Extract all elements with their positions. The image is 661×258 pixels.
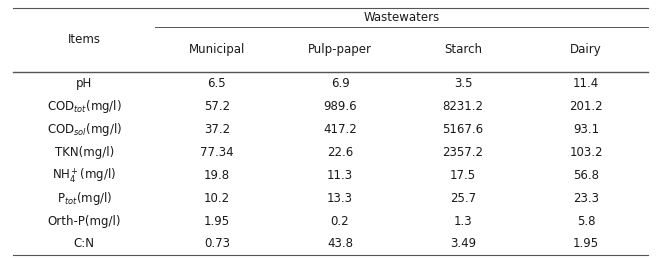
Text: 22.6: 22.6: [327, 146, 353, 159]
Text: Dairy: Dairy: [570, 43, 602, 56]
Text: 56.8: 56.8: [573, 169, 600, 182]
Text: Orth-P(mg/l): Orth-P(mg/l): [48, 215, 121, 228]
Text: COD$_{sol}$(mg/l): COD$_{sol}$(mg/l): [47, 121, 122, 138]
Text: 1.95: 1.95: [573, 237, 600, 251]
Text: 1.3: 1.3: [454, 215, 473, 228]
Text: COD$_{tot}$(mg/l): COD$_{tot}$(mg/l): [47, 98, 122, 115]
Text: TKN(mg/l): TKN(mg/l): [55, 146, 114, 159]
Text: 103.2: 103.2: [570, 146, 603, 159]
Text: Pulp-paper: Pulp-paper: [308, 43, 372, 56]
Text: P$_{tot}$(mg/l): P$_{tot}$(mg/l): [57, 190, 112, 207]
Text: 2357.2: 2357.2: [443, 146, 484, 159]
Text: 417.2: 417.2: [323, 123, 357, 136]
Text: 0.73: 0.73: [204, 237, 230, 251]
Text: 11.4: 11.4: [573, 77, 600, 90]
Text: 8231.2: 8231.2: [443, 100, 484, 113]
Text: 57.2: 57.2: [204, 100, 230, 113]
Text: C:N: C:N: [74, 237, 95, 251]
Text: 6.9: 6.9: [330, 77, 350, 90]
Text: 3.49: 3.49: [450, 237, 476, 251]
Text: 43.8: 43.8: [327, 237, 353, 251]
Text: 3.5: 3.5: [454, 77, 473, 90]
Text: 23.3: 23.3: [573, 192, 600, 205]
Text: Items: Items: [68, 34, 100, 46]
Text: 11.3: 11.3: [327, 169, 353, 182]
Text: 13.3: 13.3: [327, 192, 353, 205]
Text: 5167.6: 5167.6: [443, 123, 484, 136]
Text: 25.7: 25.7: [450, 192, 476, 205]
Text: 17.5: 17.5: [450, 169, 476, 182]
Text: 37.2: 37.2: [204, 123, 230, 136]
Text: 5.8: 5.8: [577, 215, 596, 228]
Text: Municipal: Municipal: [188, 43, 245, 56]
Text: Starch: Starch: [444, 43, 482, 56]
Text: Wastewaters: Wastewaters: [364, 11, 440, 24]
Text: 6.5: 6.5: [208, 77, 226, 90]
Text: 93.1: 93.1: [573, 123, 600, 136]
Text: pH: pH: [76, 77, 93, 90]
Text: 19.8: 19.8: [204, 169, 230, 182]
Text: NH$_4^+$(mg/l): NH$_4^+$(mg/l): [52, 166, 116, 185]
Text: 989.6: 989.6: [323, 100, 357, 113]
Text: 10.2: 10.2: [204, 192, 230, 205]
Text: 77.34: 77.34: [200, 146, 234, 159]
Text: 1.95: 1.95: [204, 215, 230, 228]
Text: 201.2: 201.2: [569, 100, 603, 113]
Text: 0.2: 0.2: [330, 215, 349, 228]
